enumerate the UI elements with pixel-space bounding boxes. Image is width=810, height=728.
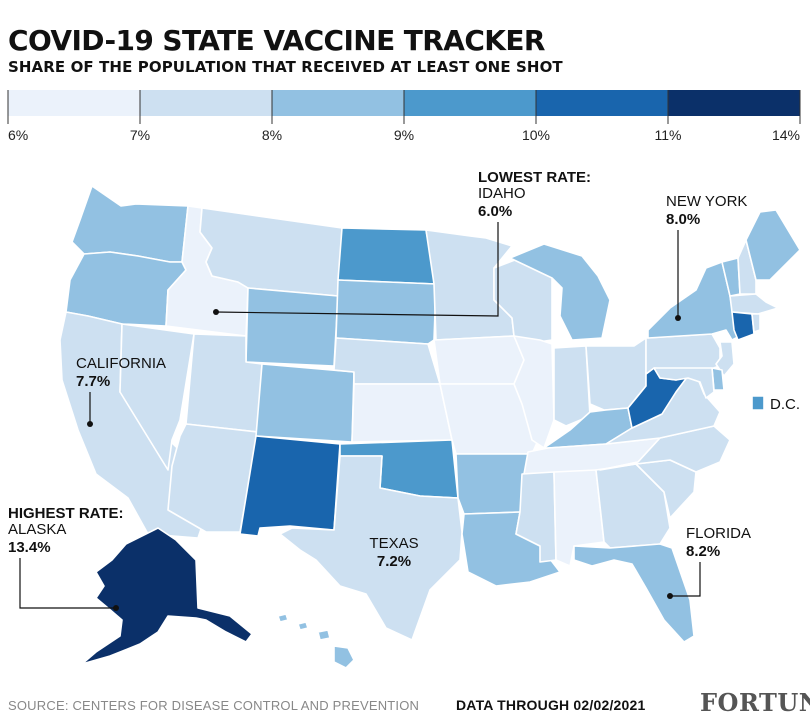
florida-label: FLORIDA xyxy=(686,525,751,542)
lowest-rate-value: 6.0% xyxy=(478,203,512,220)
legend-bin-3 xyxy=(404,90,536,116)
state-north-dakota[interactable] xyxy=(337,227,437,285)
hawaii-island-kauai[interactable] xyxy=(277,613,289,623)
state-kansas[interactable] xyxy=(351,383,453,443)
state-new-jersey[interactable] xyxy=(715,341,735,377)
new-york-label: NEW YORK xyxy=(666,193,747,210)
state-district-of-columbia[interactable] xyxy=(751,395,765,411)
lowest-rate-state: IDAHO xyxy=(478,185,526,202)
hawaii-island-oahu[interactable] xyxy=(297,621,309,631)
legend-bin-5 xyxy=(668,90,800,116)
hawaii-island-maui[interactable] xyxy=(317,629,331,641)
legend-tick-label-0: 6% xyxy=(8,127,28,143)
state-iowa[interactable] xyxy=(433,335,525,385)
alaska-marker-dot xyxy=(113,605,119,611)
state-hawaii[interactable] xyxy=(333,645,355,669)
chart-title: COVID-19 STATE VACCINE TRACKER xyxy=(8,24,545,57)
state-hawaii-group xyxy=(277,613,355,669)
data-date: DATA THROUGH 02/02/2021 xyxy=(456,697,646,713)
source-note: SOURCE: CENTERS FOR DISEASE CONTROL AND … xyxy=(8,698,420,713)
chart-subtitle: SHARE OF THE POPULATION THAT RECEIVED AT… xyxy=(8,58,563,76)
texas-value: 7.2% xyxy=(377,553,411,570)
florida-value: 8.2% xyxy=(686,543,720,560)
california-marker-dot xyxy=(87,421,93,427)
legend-bin-1 xyxy=(140,90,272,116)
legend-tick-label-3: 9% xyxy=(394,127,414,143)
fortune-logo: FORTUNE xyxy=(700,688,810,717)
state-wyoming[interactable] xyxy=(245,287,339,367)
state-colorado[interactable] xyxy=(255,363,355,443)
highest-rate-heading: HIGHEST RATE: xyxy=(8,505,124,522)
legend-tick-label-4: 10% xyxy=(522,127,550,143)
state-florida[interactable] xyxy=(573,543,695,643)
state-massachusetts[interactable] xyxy=(729,293,779,315)
state-indiana[interactable] xyxy=(553,345,591,427)
legend-bin-2 xyxy=(272,90,404,116)
legend-tick-label-6: 14% xyxy=(772,127,800,143)
state-new-mexico[interactable] xyxy=(239,435,341,537)
legend-bin-4 xyxy=(536,90,668,116)
state-michigan[interactable] xyxy=(509,243,611,341)
state-texas[interactable] xyxy=(279,455,463,641)
state-north-carolina[interactable] xyxy=(599,425,731,473)
state-south-dakota[interactable] xyxy=(335,279,437,345)
state-maine[interactable] xyxy=(745,209,801,281)
alaska-leader-line xyxy=(19,558,116,609)
state-illinois[interactable] xyxy=(513,335,555,449)
idaho-leader-line xyxy=(215,222,499,317)
state-maryland[interactable] xyxy=(653,367,715,399)
highest-rate-value: 13.4% xyxy=(8,539,51,556)
legend-tick-label-5: 11% xyxy=(655,127,682,143)
california-label: CALIFORNIA xyxy=(76,355,166,372)
florida-leader-line xyxy=(670,562,701,597)
state-rhode-island[interactable] xyxy=(751,313,761,333)
state-alaska[interactable] xyxy=(81,527,253,665)
legend-tick-label-2: 8% xyxy=(262,127,282,143)
texas-label: TEXAS xyxy=(369,535,418,552)
dc-label: D.C. xyxy=(770,396,800,413)
state-washington[interactable] xyxy=(71,185,189,263)
state-new-hampshire[interactable] xyxy=(737,239,757,295)
highest-rate-state: ALASKA xyxy=(8,521,66,538)
idaho-marker-dot xyxy=(213,309,219,315)
lowest-rate-heading: LOWEST RATE: xyxy=(478,169,591,186)
color-legend: 6% 7% 8% 9% 10% 11% 14% xyxy=(7,90,801,143)
new-york-marker-dot xyxy=(675,315,681,321)
florida-marker-dot xyxy=(667,593,673,599)
california-value: 7.7% xyxy=(76,373,110,390)
new-york-value: 8.0% xyxy=(666,211,700,228)
state-connecticut[interactable] xyxy=(731,311,755,341)
legend-tick-label-1: 7% xyxy=(130,127,150,143)
legend-bin-0 xyxy=(8,90,140,116)
